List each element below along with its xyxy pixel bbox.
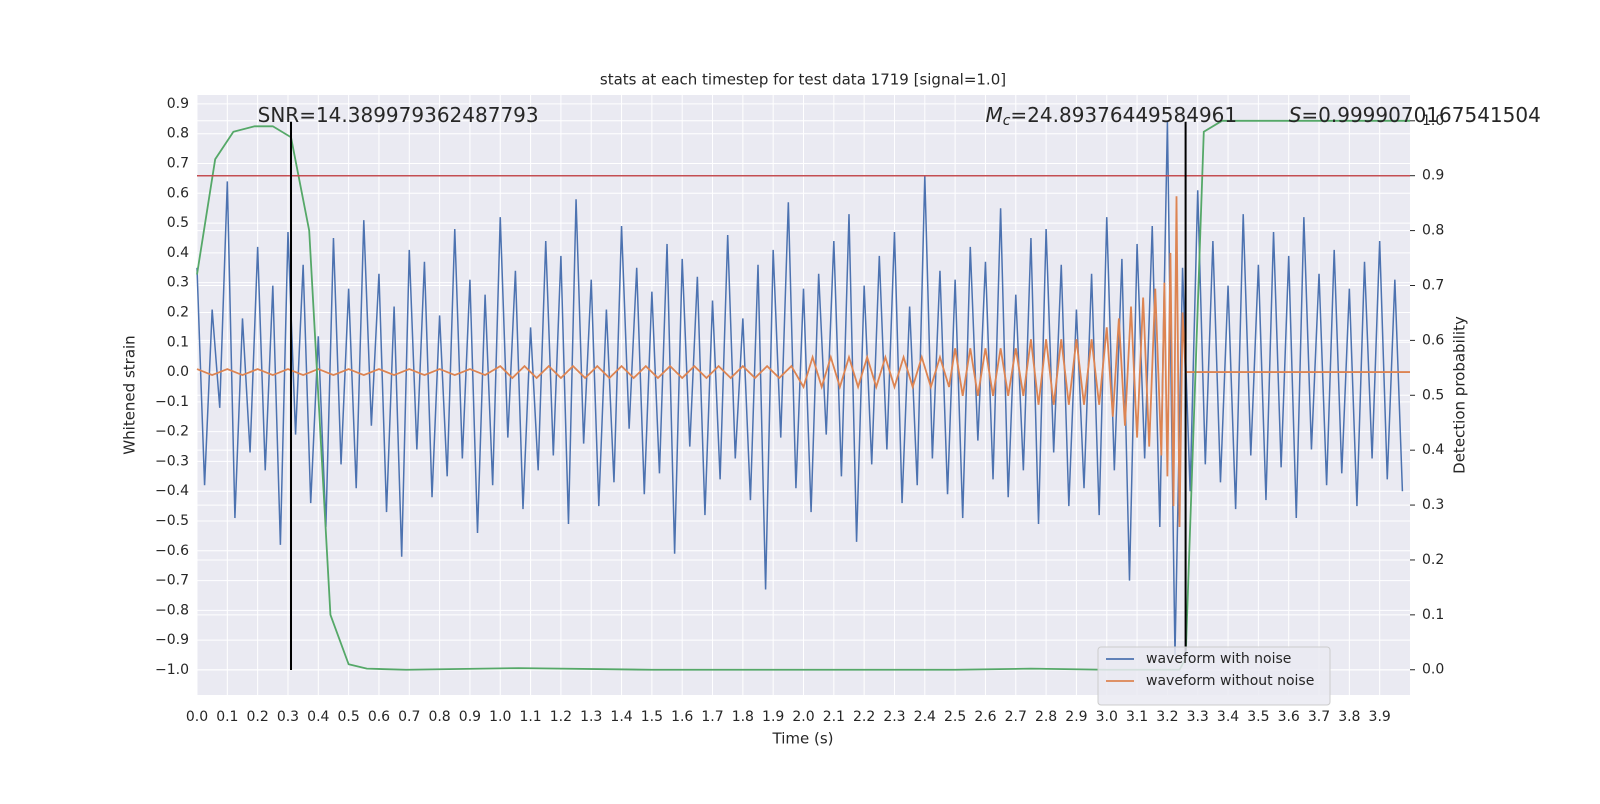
y2-tick-label: 0.8 xyxy=(1422,223,1444,239)
x-tick-label: 1.4 xyxy=(610,709,632,725)
annotation-text: =24.89376449584961 xyxy=(1010,102,1237,126)
y2-tick-label: 0.4 xyxy=(1422,442,1444,458)
x-tick-label: 2.9 xyxy=(1065,709,1087,725)
x-tick-label: 0.2 xyxy=(247,709,269,725)
y-tick-label: 0.6 xyxy=(167,185,189,201)
x-tick-label: 2.0 xyxy=(792,709,814,725)
x-tick-label: 2.8 xyxy=(1035,709,1057,725)
legend: waveform with noise waveform without nois… xyxy=(1097,646,1331,706)
x-tick-label: 2.2 xyxy=(853,709,875,725)
y2-tick-label: 0.0 xyxy=(1422,662,1444,678)
x-tick-label: 1.6 xyxy=(671,709,693,725)
y2-tick-label: 0.7 xyxy=(1422,277,1444,293)
x-tick-label: 2.4 xyxy=(914,709,936,725)
y-tick-label: −0.4 xyxy=(155,483,189,499)
y2-tick-label: 0.6 xyxy=(1422,332,1444,348)
series-line xyxy=(196,196,1410,527)
x-tick-label: 0.1 xyxy=(216,709,238,725)
x-tick-label: 3.8 xyxy=(1338,709,1360,725)
y-tick-label: 0.9 xyxy=(167,96,189,112)
y-tick-label: −0.6 xyxy=(155,543,189,559)
y-tick-label: −0.5 xyxy=(155,513,189,529)
annotation-symbol: S xyxy=(1289,102,1302,126)
legend-label: waveform with noise xyxy=(1146,651,1291,667)
y-tick-label: −0.8 xyxy=(155,602,189,618)
x-tick-label: 0.3 xyxy=(277,709,299,725)
x-tick-label: 1.2 xyxy=(550,709,572,725)
y-tick-label: −0.3 xyxy=(155,453,189,469)
y-axis-label: Whitened strain xyxy=(121,335,139,454)
y2-axis-label: Detection probability xyxy=(1451,316,1469,474)
x-tick-label: 3.4 xyxy=(1217,709,1239,725)
x-tick-label: 2.7 xyxy=(1005,709,1027,725)
grid xyxy=(196,95,1410,695)
y-tick-label: 0.1 xyxy=(167,334,189,350)
y-tick-label: 0.3 xyxy=(167,275,189,291)
x-tick-label: 1.8 xyxy=(732,709,754,725)
x-tick-label: 3.1 xyxy=(1126,709,1148,725)
y-tick-label: 0.5 xyxy=(167,215,189,231)
series-line xyxy=(196,121,1404,656)
annotation-subscript: c xyxy=(1003,113,1011,129)
x-tick-label: 3.0 xyxy=(1096,709,1118,725)
y-tick-label: −0.7 xyxy=(155,573,189,589)
y2-tick-label: 0.5 xyxy=(1422,387,1444,403)
y-tick-label: −1.0 xyxy=(155,662,189,678)
annotation: S=0.9999070167541504 xyxy=(1289,102,1541,126)
x-tick-label: 1.9 xyxy=(762,709,784,725)
x-tick-label: 0.0 xyxy=(186,709,208,725)
x-tick-label: 0.7 xyxy=(398,709,420,725)
y-tick-label: 0.8 xyxy=(167,126,189,142)
annotation: SNR=14.389979362487793 xyxy=(258,102,539,126)
annotation: Mc=24.89376449584961 xyxy=(985,102,1237,129)
legend-box xyxy=(1097,646,1331,706)
y-tick-label: 0.7 xyxy=(167,156,189,172)
y-tick-label: −0.1 xyxy=(155,394,189,410)
x-tick-label: 0.5 xyxy=(337,709,359,725)
legend-label: waveform without noise xyxy=(1146,673,1314,689)
x-tick-label: 1.3 xyxy=(580,709,602,725)
y-tick-label: −0.9 xyxy=(155,632,189,648)
x-tick-label: 2.5 xyxy=(944,709,966,725)
y2-tick-label: 0.3 xyxy=(1422,497,1444,513)
x-tick-label: 2.1 xyxy=(823,709,845,725)
y2-tick-label: 0.1 xyxy=(1422,607,1444,623)
x-tick-label: 3.2 xyxy=(1156,709,1178,725)
x-tick-label: 3.7 xyxy=(1308,709,1330,725)
chart-title: stats at each timestep for test data 171… xyxy=(600,71,1006,89)
x-tick-label: 0.6 xyxy=(368,709,390,725)
y-tick-label: 0.2 xyxy=(167,304,189,320)
y2-tick-label: 0.2 xyxy=(1422,552,1444,568)
x-axis-label: Time (s) xyxy=(772,730,834,748)
x-tick-label: 1.1 xyxy=(519,709,541,725)
x-tick-label: 3.3 xyxy=(1187,709,1209,725)
x-tick-label: 0.9 xyxy=(459,709,481,725)
annotation-text: =0.9999070167541504 xyxy=(1301,102,1540,126)
x-tick-label: 3.9 xyxy=(1369,709,1391,725)
x-tick-label: 1.5 xyxy=(641,709,663,725)
annotation-symbol: M xyxy=(985,102,1002,126)
x-tick-label: 1.7 xyxy=(701,709,723,725)
y-tick-label: −0.2 xyxy=(155,424,189,440)
y-tick-label: 0.4 xyxy=(167,245,189,261)
y2-tick-label: 1.0 xyxy=(1422,113,1444,129)
overlay: SNR=14.389979362487793 Mc=24.893764495849… xyxy=(258,102,1541,706)
x-tick-label: 3.6 xyxy=(1278,709,1300,725)
x-tick-label: 3.5 xyxy=(1247,709,1269,725)
x-tick-label: 2.6 xyxy=(974,709,996,725)
x-tick-label: 0.4 xyxy=(307,709,329,725)
x-tick-label: 0.8 xyxy=(428,709,450,725)
x-tick-label: 2.3 xyxy=(883,709,905,725)
x-tick-label: 1.0 xyxy=(489,709,511,725)
y2-tick-label: 0.9 xyxy=(1422,168,1444,184)
annotation-text: SNR=14.389979362487793 xyxy=(258,102,539,126)
y-tick-label: 0.0 xyxy=(167,364,189,380)
